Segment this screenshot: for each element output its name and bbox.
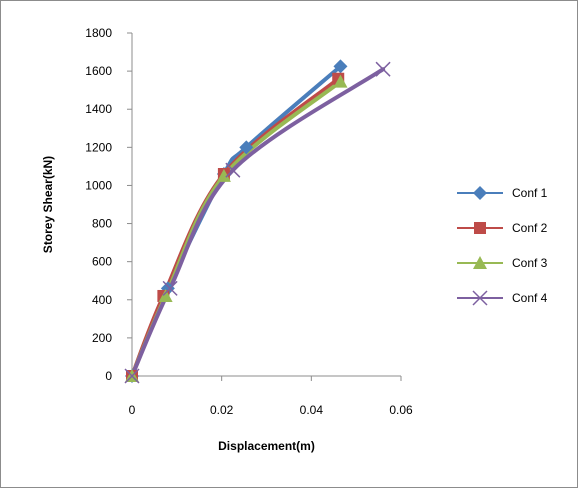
legend-marker-conf-1: [473, 186, 487, 200]
y-tick-label: 200: [92, 331, 112, 345]
series-line-conf-3: [130, 79, 343, 378]
y-tick-label: 800: [92, 217, 112, 231]
y-tick-label: 400: [92, 293, 112, 307]
data-point-conf-3: [216, 168, 231, 182]
legend-label-conf-4: Conf 4: [512, 291, 548, 305]
y-tick-label: 1200: [85, 140, 112, 154]
y-tick-label: 1400: [85, 102, 112, 116]
legend-marker-conf-3: [473, 256, 487, 269]
y-tick-label: 600: [92, 255, 112, 269]
x-axis-title: Displacement(m): [218, 439, 315, 453]
x-tick-label: 0.02: [210, 403, 234, 417]
x-tick-label: 0: [129, 403, 136, 417]
data-point-conf-4: [162, 280, 178, 296]
data-point-conf-4: [124, 368, 140, 384]
y-tick-label: 1600: [85, 64, 112, 78]
data-point-conf-3: [158, 288, 173, 302]
data-point-conf-3: [333, 74, 348, 88]
y-tick-label: 1000: [85, 178, 112, 192]
y-tick-label: 1800: [85, 26, 112, 40]
legend-label-conf-1: Conf 1: [512, 186, 548, 200]
y-axis-title: Storey Shear(kN): [41, 156, 55, 253]
legend-marker-conf-4: [472, 290, 488, 306]
x-tick-label: 0.06: [389, 403, 413, 417]
legend-label-conf-2: Conf 2: [512, 221, 548, 235]
x-tick-label: 0.04: [300, 403, 324, 417]
y-tick-label: 0: [105, 369, 112, 383]
data-point-conf-4: [375, 61, 391, 77]
legend-marker-conf-2: [474, 222, 486, 234]
data-point-conf-4: [225, 162, 241, 178]
data-point-conf-1: [333, 59, 348, 74]
series-line-conf-2: [130, 76, 341, 378]
data-point-conf-1: [239, 140, 254, 155]
legend-label-conf-3: Conf 3: [512, 256, 548, 270]
series-line-conf-4: [130, 67, 386, 378]
